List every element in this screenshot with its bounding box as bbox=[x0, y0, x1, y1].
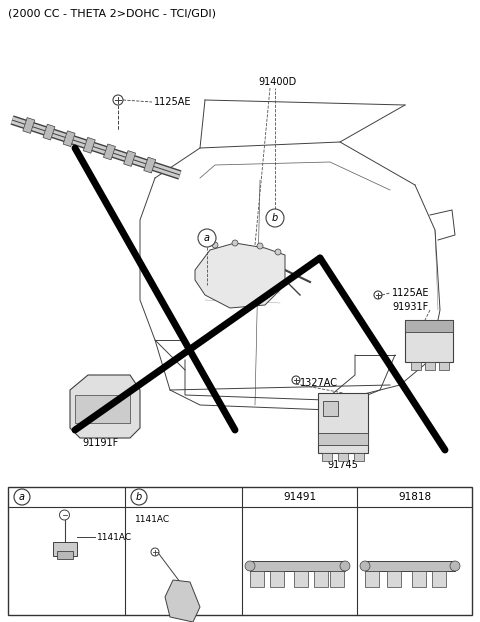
Bar bbox=[405, 320, 453, 332]
Text: a: a bbox=[19, 492, 25, 502]
Circle shape bbox=[257, 243, 263, 249]
Circle shape bbox=[232, 240, 238, 246]
Bar bbox=[330, 571, 344, 587]
Polygon shape bbox=[23, 118, 35, 133]
Bar bbox=[318, 433, 368, 445]
Circle shape bbox=[151, 548, 159, 556]
Bar bbox=[323, 401, 338, 416]
Polygon shape bbox=[70, 375, 140, 438]
Text: b: b bbox=[272, 213, 278, 223]
Circle shape bbox=[292, 376, 300, 384]
Text: 1141AC: 1141AC bbox=[96, 532, 132, 542]
Polygon shape bbox=[124, 151, 135, 167]
Circle shape bbox=[131, 489, 147, 505]
Bar bbox=[412, 571, 426, 587]
Bar bbox=[57, 551, 72, 559]
Text: 91491: 91491 bbox=[283, 492, 316, 502]
Bar bbox=[318, 393, 368, 453]
Text: 1141AC: 1141AC bbox=[135, 514, 170, 524]
Bar bbox=[52, 542, 76, 556]
Bar bbox=[270, 571, 284, 587]
Circle shape bbox=[198, 229, 216, 247]
Circle shape bbox=[14, 489, 30, 505]
Bar bbox=[294, 571, 308, 587]
Bar bbox=[250, 561, 345, 571]
Bar bbox=[75, 395, 130, 423]
Circle shape bbox=[245, 561, 255, 571]
Bar bbox=[439, 362, 449, 370]
Polygon shape bbox=[165, 580, 200, 622]
Bar bbox=[425, 362, 435, 370]
Bar bbox=[387, 571, 401, 587]
Circle shape bbox=[360, 561, 370, 571]
Text: a: a bbox=[204, 233, 210, 243]
Text: 1125AE: 1125AE bbox=[392, 288, 430, 298]
Bar bbox=[405, 320, 453, 362]
Circle shape bbox=[113, 95, 123, 105]
Text: 1327AC: 1327AC bbox=[300, 378, 338, 388]
Polygon shape bbox=[144, 157, 156, 173]
Text: 91931F: 91931F bbox=[392, 302, 428, 312]
Polygon shape bbox=[195, 243, 285, 308]
Text: b: b bbox=[136, 492, 142, 502]
Polygon shape bbox=[104, 144, 115, 160]
Text: 91818: 91818 bbox=[398, 492, 431, 502]
Polygon shape bbox=[84, 137, 95, 153]
Circle shape bbox=[275, 249, 281, 255]
Bar bbox=[354, 453, 364, 461]
Bar bbox=[365, 571, 379, 587]
Circle shape bbox=[450, 561, 460, 571]
Text: 1125AE: 1125AE bbox=[154, 97, 192, 107]
Text: 91400D: 91400D bbox=[258, 77, 296, 87]
Polygon shape bbox=[43, 124, 55, 140]
Bar bbox=[322, 453, 332, 461]
Text: (2000 CC - THETA 2>DOHC - TCI/GDI): (2000 CC - THETA 2>DOHC - TCI/GDI) bbox=[8, 9, 216, 19]
Text: 91191F: 91191F bbox=[82, 438, 118, 448]
Bar bbox=[314, 571, 328, 587]
Circle shape bbox=[212, 242, 218, 248]
Circle shape bbox=[340, 561, 350, 571]
Polygon shape bbox=[63, 131, 75, 147]
Bar bbox=[432, 571, 446, 587]
Circle shape bbox=[60, 510, 70, 520]
Bar bbox=[250, 571, 264, 587]
Text: 91745: 91745 bbox=[327, 460, 358, 470]
Bar bbox=[338, 453, 348, 461]
Bar bbox=[411, 362, 421, 370]
Bar bbox=[365, 561, 455, 571]
Circle shape bbox=[266, 209, 284, 227]
Circle shape bbox=[374, 291, 382, 299]
Bar bbox=[8, 487, 472, 615]
